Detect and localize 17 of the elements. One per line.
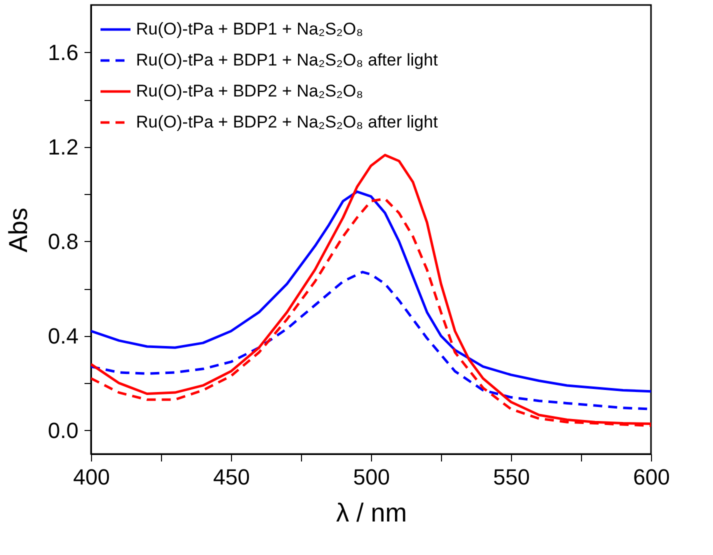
y-axis-title: Abs — [2, 208, 33, 252]
y-tick-label: 0.4 — [48, 323, 78, 348]
legend-label: Ru(O)-tPa + BDP1 + Na₂S₂O₈ — [136, 20, 364, 38]
x-tick-label: 550 — [493, 464, 530, 490]
x-tick-label: 450 — [213, 464, 250, 490]
x-tick-label: 400 — [73, 464, 110, 490]
legend-label: Ru(O)-tPa + BDP2 + Na₂S₂O₈ — [136, 82, 364, 100]
legend-label: Ru(O)-tPa + BDP2 + Na₂S₂O₈ after light — [136, 112, 438, 132]
x-tick-label: 600 — [633, 464, 670, 490]
y-tick-label: 0.8 — [48, 228, 78, 254]
legend-label: Ru(O)-tPa + BDP1 + Na₂S₂O₈ after light — [136, 50, 438, 70]
y-tick-label: 0.0 — [48, 418, 78, 443]
x-tick-label: 500 — [353, 464, 390, 490]
y-tick-label: 1.2 — [48, 134, 78, 160]
line-series — [91, 190, 651, 393]
y-tick-label: 1.6 — [48, 40, 78, 65]
x-axis-title: λ / nm — [336, 498, 407, 528]
